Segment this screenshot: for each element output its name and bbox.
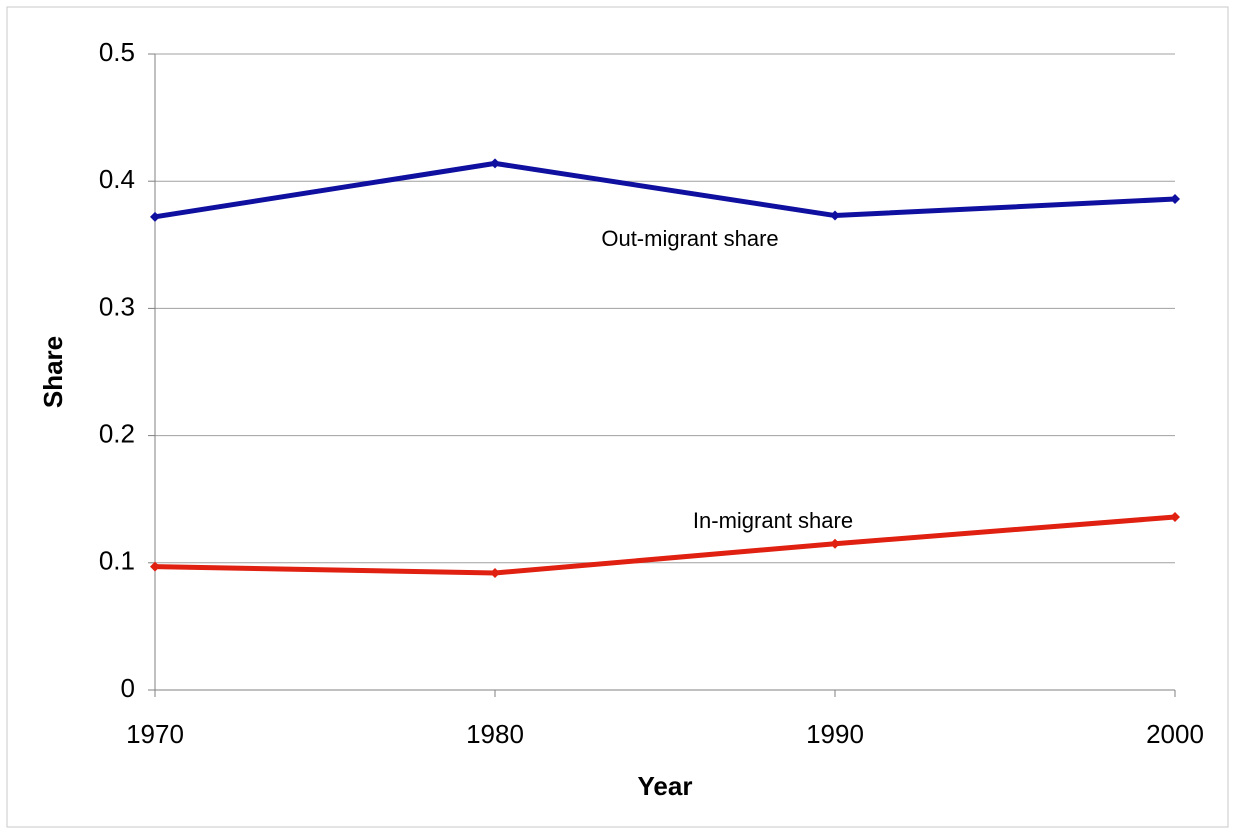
point-marker xyxy=(490,158,500,169)
y-tick-label: 0.5 xyxy=(99,37,135,67)
point-marker xyxy=(150,211,160,222)
point-marker xyxy=(150,561,160,572)
x-tick-label: 1980 xyxy=(466,719,524,749)
series-line xyxy=(154,160,1176,220)
x-tick-label: 1990 xyxy=(806,719,864,749)
y-tick-label: 0 xyxy=(121,673,135,703)
point-marker xyxy=(830,538,840,549)
series-line xyxy=(154,514,1176,576)
series-label: Out-migrant share xyxy=(601,226,778,251)
x-tick-label: 2000 xyxy=(1146,719,1204,749)
y-tick-label: 0.4 xyxy=(99,164,135,194)
point-marker xyxy=(1170,194,1180,205)
point-marker xyxy=(490,567,500,578)
y-tick-label: 0.3 xyxy=(99,291,135,321)
x-tick-label: 1970 xyxy=(126,719,184,749)
y-tick-label: 0.2 xyxy=(99,418,135,448)
y-axis-title: Share xyxy=(38,336,68,408)
frame xyxy=(6,6,1229,828)
point-marker xyxy=(1170,512,1180,523)
series-label: In-migrant share xyxy=(693,508,853,533)
point-marker xyxy=(830,210,840,221)
x-axis-title: Year xyxy=(638,771,693,801)
y-tick-label: 0.1 xyxy=(99,546,135,576)
